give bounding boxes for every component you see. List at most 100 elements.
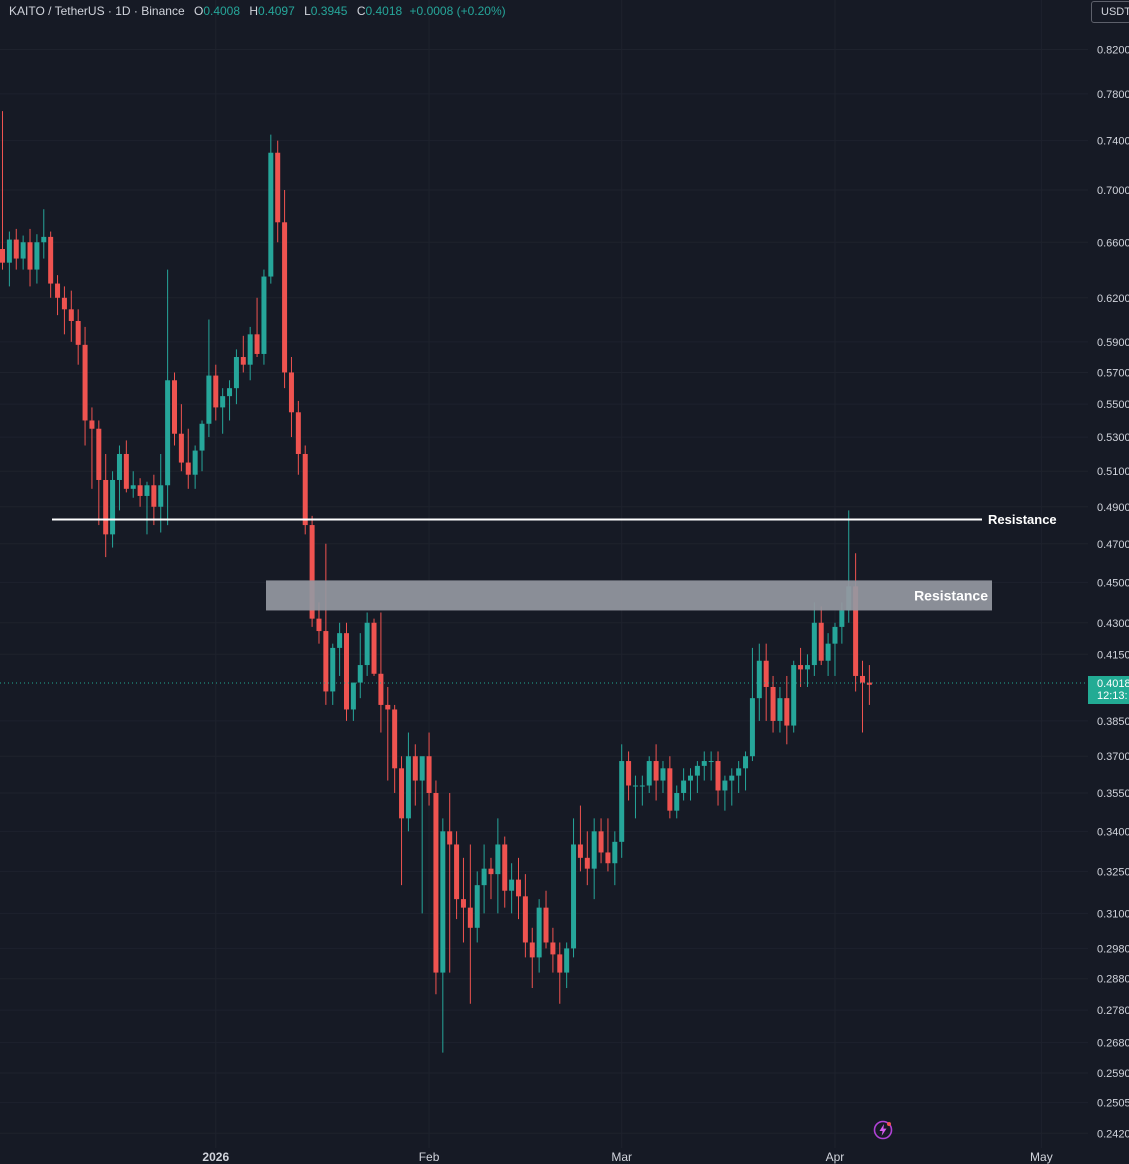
candle-body: [350, 682, 356, 710]
candle: [557, 942, 563, 1004]
y-tick-label: 0.4700: [1097, 539, 1129, 551]
candle-body: [357, 665, 363, 683]
candle: [660, 761, 666, 793]
candle-body: [619, 761, 625, 842]
candle: [172, 372, 177, 446]
y-tick-label: 0.4150: [1097, 649, 1129, 661]
candle-body: [798, 665, 804, 670]
candle: [206, 319, 212, 438]
candle-body: [639, 785, 645, 787]
candle: [220, 388, 226, 434]
currency-button[interactable]: USDT: [1091, 1, 1129, 23]
candle-body: [130, 485, 136, 489]
y-tick-label: 0.6200: [1097, 293, 1129, 305]
y-tick-label: 0.5500: [1097, 399, 1129, 411]
candle: [213, 364, 219, 421]
candle: [619, 744, 625, 858]
candle: [27, 228, 33, 287]
candle-body: [426, 756, 432, 793]
candle: [825, 633, 831, 676]
candle: [763, 643, 769, 721]
x-tick-label: Mar: [611, 1150, 632, 1164]
candle-body: [96, 428, 102, 480]
candle: [564, 942, 570, 989]
candle: [137, 478, 143, 507]
resistance-zone[interactable]: [266, 580, 992, 611]
candle-body: [536, 907, 542, 958]
candle-body: [667, 768, 673, 811]
candle: [144, 481, 150, 535]
candle: [639, 775, 645, 806]
y-tick-label: 0.7400: [1097, 136, 1129, 148]
candle-body: [323, 631, 329, 692]
candle-body: [832, 626, 838, 644]
candle-body: [839, 610, 845, 627]
candle-body: [0, 249, 5, 263]
candle: [261, 269, 267, 365]
candle: [103, 453, 109, 558]
candle: [41, 209, 47, 259]
y-tick-label: 0.6600: [1097, 237, 1129, 249]
candle: [405, 732, 411, 832]
x-tick-label: Feb: [419, 1150, 440, 1164]
time-axis[interactable]: 2026 Feb Mar Apr May: [202, 1150, 1052, 1164]
candle: [116, 445, 122, 511]
candle: [110, 471, 116, 548]
candle: [536, 899, 542, 973]
y-tick-label: 0.4900: [1097, 502, 1129, 514]
symbol-legend: KAITO / TetherUS · 1D · Binance O0.4008 …: [9, 4, 506, 18]
bar-countdown: 12:13:: [1097, 690, 1128, 702]
candle: [674, 785, 680, 819]
candle-body: [460, 899, 466, 908]
candle-body: [151, 485, 157, 507]
y-tick-label: 0.5900: [1097, 337, 1129, 349]
resistance-zone-label: Resistance: [914, 587, 988, 603]
candle-body: [612, 841, 618, 864]
candle: [34, 234, 40, 284]
y-tick-label: 0.2505: [1097, 1098, 1129, 1110]
candle-body: [495, 844, 501, 875]
candle: [440, 818, 446, 1053]
symbol-name[interactable]: KAITO / TetherUS · 1D · Binance: [9, 4, 185, 18]
candle: [509, 863, 515, 914]
y-tick-label: 0.3700: [1097, 751, 1129, 763]
price-axis[interactable]: 0.8200 0.7800 0.7400 0.7000 0.6600 0.6200 0.59…: [1097, 44, 1129, 1140]
open-value: 0.4008: [203, 4, 241, 18]
candle-body: [433, 792, 439, 973]
candle-body: [137, 485, 143, 496]
candle-body: [564, 948, 570, 973]
candle: [708, 751, 714, 781]
candle-body: [116, 453, 122, 480]
candle-body: [13, 239, 19, 259]
candle-body: [399, 768, 405, 819]
candle: [632, 775, 638, 819]
candle-body: [302, 453, 308, 526]
candle: [165, 269, 171, 526]
close-label: C: [356, 4, 366, 18]
candle: [756, 643, 762, 721]
candle-body: [392, 709, 398, 769]
y-tick-label: 0.4500: [1097, 577, 1129, 589]
y-tick-label: 0.3850: [1097, 716, 1129, 728]
candle: [96, 420, 102, 526]
candle-body: [701, 761, 707, 766]
candle: [749, 647, 755, 762]
y-tick-label: 0.2980: [1097, 943, 1129, 955]
candle: [488, 857, 494, 900]
candle-body: [550, 942, 556, 955]
candle-body: [818, 622, 824, 661]
candle: [743, 751, 749, 791]
candle-body: [722, 780, 728, 791]
candle-body: [825, 643, 831, 661]
candle-body: [6, 239, 12, 263]
candle-body: [811, 622, 817, 666]
candle-body: [804, 665, 810, 670]
candle-body: [860, 675, 865, 683]
candle: [811, 602, 817, 676]
y-tick-label: 0.4300: [1097, 618, 1129, 630]
lightning-icon[interactable]: [873, 1120, 893, 1140]
candle: [584, 831, 590, 886]
candle-body: [295, 412, 301, 454]
candle: [61, 286, 67, 335]
